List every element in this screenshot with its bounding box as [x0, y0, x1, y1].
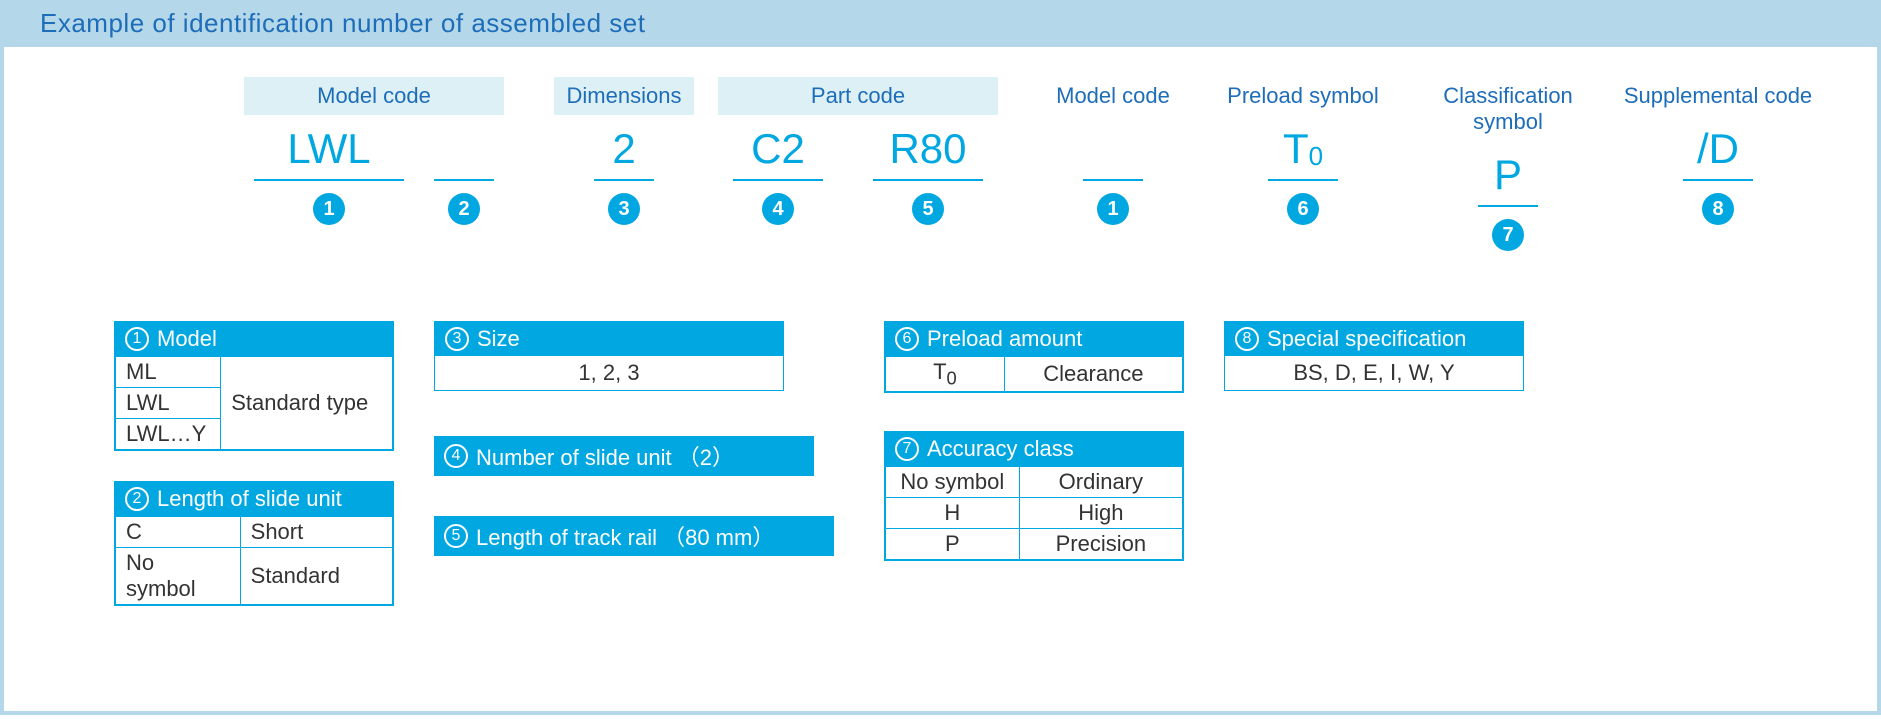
t2-r0c1: Short	[240, 517, 392, 548]
legend-table-2: CShort No symbolStandard	[115, 516, 393, 605]
circ-2: 2	[125, 487, 149, 511]
group-preload: Preload symbol T0 6	[1218, 77, 1388, 251]
legend-header-3: 3 Size	[435, 322, 783, 356]
legend-box-model: 1 Model MLStandard type LWL LWL…Y	[114, 321, 394, 451]
badge-2: 2	[448, 193, 480, 225]
cat-classification: Classification symbol	[1408, 77, 1608, 141]
cat-model-code: Model code	[244, 77, 504, 115]
code-v6-sub: 0	[1309, 141, 1323, 171]
cat-preload: Preload symbol	[1218, 77, 1388, 115]
legend-line-3: 1, 2, 3	[435, 356, 783, 390]
legend-header-4: 4 Number of slide unit （2）	[434, 436, 814, 476]
badge-8: 8	[1702, 193, 1734, 225]
t2-r1c0: No symbol	[116, 548, 241, 605]
t7-r1c1: High	[1019, 498, 1182, 529]
legend-table-6: T0Clearance	[885, 356, 1183, 392]
circ-5: 5	[444, 524, 468, 548]
t7-r0c0: No symbol	[886, 467, 1020, 498]
t2-r0c0: C	[116, 517, 241, 548]
code-v1: LWL	[287, 115, 370, 179]
legend-box-track-rail: 5 Length of track rail （80 mm）	[434, 516, 834, 556]
code-v6-main: T	[1283, 125, 1309, 172]
legend-line-8: BS, D, E, Ⅰ, W, Y	[1225, 356, 1523, 390]
t1-r0c0: ML	[116, 357, 221, 388]
legend-title-7: Accuracy class	[927, 436, 1074, 462]
code-v8: /D	[1697, 115, 1739, 179]
legend-title-3: Size	[477, 326, 520, 352]
legend-title-1: Model	[157, 326, 217, 352]
cat-dimensions: Dimensions	[554, 77, 694, 115]
t7-r2c1: Precision	[1019, 529, 1182, 560]
legend-title-8: Special specification	[1267, 326, 1466, 352]
legend-box-accuracy: 7 Accuracy class No symbolOrdinary HHigh …	[884, 431, 1184, 561]
legend-table-1: MLStandard type LWL LWL…Y	[115, 356, 393, 450]
legend-header-8: 8 Special specification	[1225, 322, 1523, 356]
t6-r0c1: Clearance	[1004, 357, 1182, 392]
circ-8: 8	[1235, 327, 1259, 351]
circ-1: 1	[125, 327, 149, 351]
t7-r1c0: H	[886, 498, 1020, 529]
circ-4: 4	[444, 444, 468, 468]
badge-5: 5	[912, 193, 944, 225]
legend-header-6: 6 Preload amount	[885, 322, 1183, 356]
diagram-frame: Model code LWL 1 2 Dimensions 2 3	[0, 47, 1881, 715]
legend-area: 1 Model MLStandard type LWL LWL…Y 2 Length…	[4, 321, 1877, 671]
cat-part-code: Part code	[718, 77, 998, 115]
badge-3: 3	[608, 193, 640, 225]
cat-supplemental: Supplemental code	[1618, 77, 1818, 115]
legend-header-2: 2 Length of slide unit	[115, 482, 393, 516]
legend-header-1: 1 Model	[115, 322, 393, 356]
circ-7: 7	[895, 437, 919, 461]
group-part-code: Part code C2 4 R80 5	[718, 77, 998, 251]
t1-merged: Standard type	[221, 357, 393, 450]
t7-r2c0: P	[886, 529, 1020, 560]
group-classification: Classification symbol P 7	[1408, 77, 1608, 251]
legend-title-4: Number of slide unit （2）	[476, 440, 734, 472]
t7-r0c1: Ordinary	[1019, 467, 1182, 498]
code-v4: C2	[751, 115, 805, 179]
cat-model-code-2: Model code	[1038, 77, 1188, 115]
legend-table-7: No symbolOrdinary HHigh PPrecision	[885, 466, 1183, 560]
legend-title-6: Preload amount	[927, 326, 1082, 352]
legend-box-preload: 6 Preload amount T0Clearance	[884, 321, 1184, 393]
t6-r0c0: T0	[886, 357, 1005, 392]
legend-box-length-slide: 2 Length of slide unit CShort No symbolSt…	[114, 481, 394, 606]
code-v6: T0	[1283, 115, 1323, 179]
t1-r2c0: LWL…Y	[116, 419, 221, 450]
group-model-code-2: Model code 1	[1038, 77, 1188, 251]
badge-4: 4	[762, 193, 794, 225]
circ-6: 6	[895, 327, 919, 351]
legend-header-5: 5 Length of track rail （80 mm）	[434, 516, 834, 556]
t2-r1c1: Standard	[240, 548, 392, 605]
legend-header-7: 7 Accuracy class	[885, 432, 1183, 466]
code-v5: R80	[889, 115, 966, 179]
code-v7: P	[1494, 141, 1522, 205]
badge-6: 6	[1287, 193, 1319, 225]
legend-title-5: Length of track rail （80 mm）	[476, 520, 774, 552]
circ-3: 3	[445, 327, 469, 351]
legend-box-slide-unit: 4 Number of slide unit （2）	[434, 436, 814, 476]
title-bar: Example of identification number of asse…	[0, 0, 1881, 47]
group-model-code: Model code LWL 1 2	[244, 77, 504, 251]
legend-box-size: 3 Size 1, 2, 3	[434, 321, 784, 391]
code-row: Model code LWL 1 2 Dimensions 2 3	[4, 77, 1877, 251]
group-dimensions: Dimensions 2 3	[554, 77, 694, 251]
legend-box-special: 8 Special specification BS, D, E, Ⅰ, W, Y	[1224, 321, 1524, 391]
code-v3: 2	[612, 115, 635, 179]
t1-r1c0: LWL	[116, 388, 221, 419]
badge-1b: 1	[1097, 193, 1129, 225]
badge-1: 1	[313, 193, 345, 225]
legend-title-2: Length of slide unit	[157, 486, 342, 512]
code-v2-empty	[458, 115, 470, 179]
code-empty	[1107, 115, 1119, 179]
badge-7: 7	[1492, 219, 1524, 251]
group-supplemental: Supplemental code /D 8	[1618, 77, 1818, 251]
